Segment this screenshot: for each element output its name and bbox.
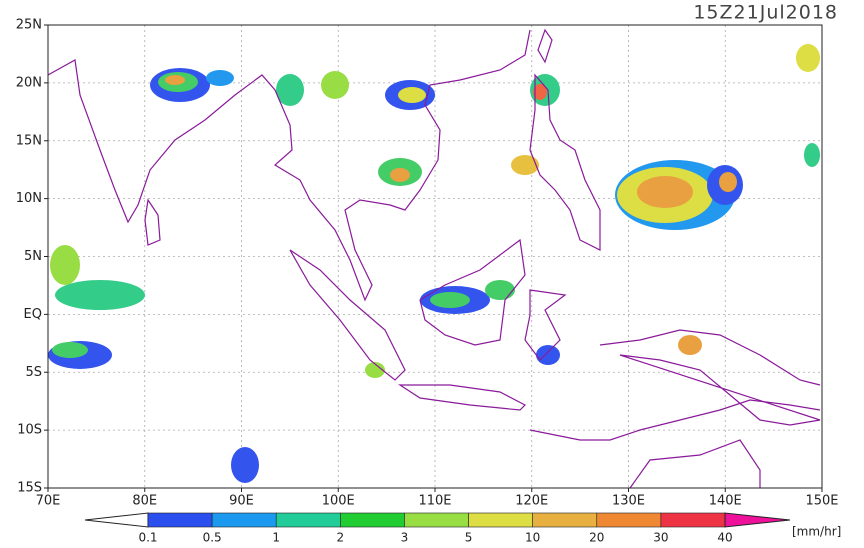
lon-label: 100E xyxy=(322,494,355,509)
grid xyxy=(48,25,822,488)
rain-cell xyxy=(430,292,470,308)
coastline xyxy=(419,238,526,346)
colorbar-segment xyxy=(532,512,598,528)
lon-label: 120E xyxy=(515,494,548,509)
coastline xyxy=(144,198,161,246)
colorbar-label: 20 xyxy=(589,531,604,545)
colorbar-label: 10 xyxy=(525,531,540,545)
coastline xyxy=(529,399,821,441)
lon-label: 80E xyxy=(132,494,157,509)
colorbar-label: 5 xyxy=(465,531,473,545)
colorbar-segment xyxy=(660,512,726,528)
rain-cell xyxy=(365,362,385,378)
lat-label: 5S xyxy=(25,365,42,380)
rain-cell xyxy=(536,345,560,365)
rain-cell xyxy=(485,280,515,300)
colorbar-segment xyxy=(404,512,469,528)
coastlines xyxy=(47,28,821,489)
colorbar-segment xyxy=(468,512,533,528)
lon-label: 90E xyxy=(229,494,254,509)
rain-cell xyxy=(678,335,702,355)
colorbar: 0.1 0.5 1 2 3 5 10 20 30 40 xyxy=(84,512,791,545)
colorbar-label: 0.5 xyxy=(203,531,222,545)
coastline xyxy=(524,289,567,361)
lon-label: 150E xyxy=(805,494,838,509)
colorbar-end xyxy=(724,512,791,528)
colorbar-segment xyxy=(147,512,213,528)
colorbar-units: [mm/hr] xyxy=(792,525,841,539)
rain-cell xyxy=(533,84,547,100)
coastline xyxy=(629,439,761,489)
rain-cell xyxy=(276,74,304,106)
colorbar-label: 0.1 xyxy=(138,531,157,545)
lat-label: 15N xyxy=(16,133,42,148)
colorbar-label: 2 xyxy=(337,531,345,545)
rain-cell xyxy=(511,155,539,175)
rain-cell xyxy=(796,44,820,72)
lat-label: 10S xyxy=(17,423,42,438)
map-title: 15Z21Jul2018 xyxy=(693,2,838,24)
rain-cell xyxy=(398,87,426,103)
lon-label: 130E xyxy=(612,494,645,509)
coastline xyxy=(47,29,531,302)
rain-cell xyxy=(321,71,349,99)
rain-cell xyxy=(719,172,737,192)
colorbar-label: 30 xyxy=(653,531,668,545)
rain-cell xyxy=(231,447,259,483)
rain-cell xyxy=(50,245,80,285)
lat-label: 5N xyxy=(24,249,42,264)
lon-label: 110E xyxy=(418,494,451,509)
rain-cell xyxy=(55,280,145,310)
colorbar-segment xyxy=(596,512,662,528)
precipitation-field xyxy=(48,44,820,483)
lat-label: 10N xyxy=(16,191,42,206)
colorbar-label: 3 xyxy=(401,531,409,545)
lon-label: 70E xyxy=(36,494,61,509)
coastline xyxy=(599,329,821,426)
coastline xyxy=(537,28,553,64)
colorbar-label: 1 xyxy=(272,531,280,545)
colorbar-segment xyxy=(340,512,405,528)
lat-label: 20N xyxy=(16,75,42,90)
colorbar-label: 40 xyxy=(717,531,732,545)
rain-cell xyxy=(637,176,693,208)
rain-cell xyxy=(52,342,88,358)
lat-label: 15S xyxy=(17,481,42,496)
lon-label: 140E xyxy=(709,494,742,509)
colorbar-segment xyxy=(211,512,277,528)
rain-cell xyxy=(165,75,185,85)
coastline xyxy=(529,73,601,251)
rain-cell xyxy=(206,70,234,86)
rain-cell xyxy=(804,143,820,167)
colorbar-end xyxy=(84,512,149,528)
lat-label: EQ xyxy=(24,307,42,322)
colorbar-segment xyxy=(275,512,341,528)
coastline xyxy=(289,249,406,381)
coastline xyxy=(397,384,527,411)
lat-label: 25N xyxy=(16,18,42,33)
rain-cell xyxy=(390,168,410,182)
